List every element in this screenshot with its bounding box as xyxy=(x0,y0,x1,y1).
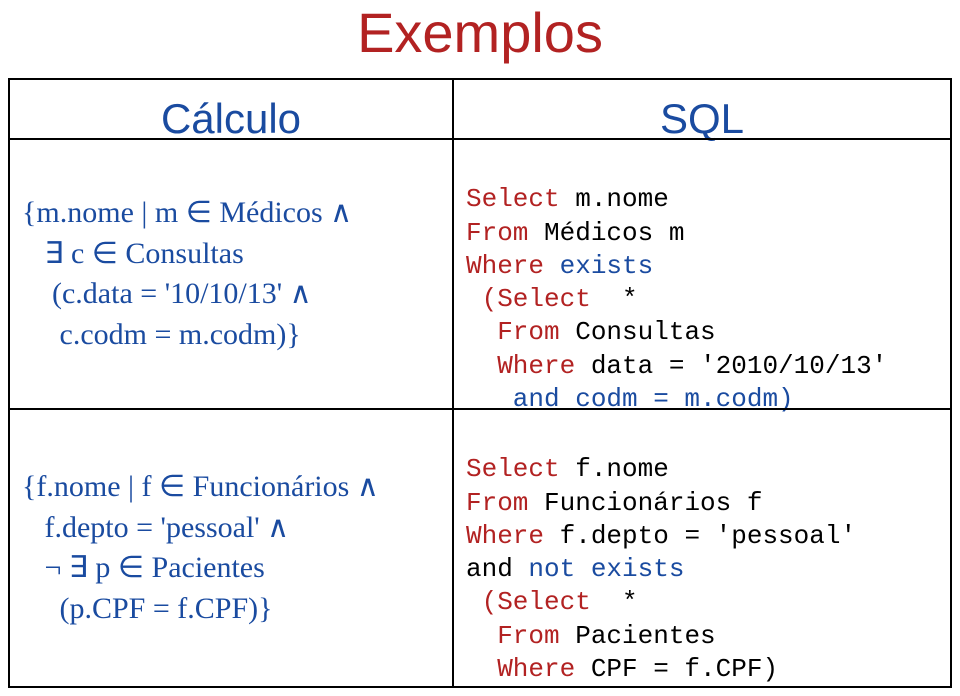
row1-calc-cell: {m.nome | m ∈ Médicos ∧ ∃ c ∈ Consultas … xyxy=(8,138,454,410)
row2-calc-text: {f.nome | f ∈ Funcionários ∧ f.depto = '… xyxy=(22,467,379,629)
row1-calc-text: {m.nome | m ∈ Médicos ∧ ∃ c ∈ Consultas … xyxy=(22,193,352,355)
row2-calc-cell: {f.nome | f ∈ Funcionários ∧ f.depto = '… xyxy=(8,408,454,688)
header-sql-text: SQL xyxy=(660,95,744,142)
header-sql: SQL xyxy=(452,78,952,140)
row1-sql-cell: Select m.nome From Médicos m Where exist… xyxy=(452,138,952,410)
row1-sql-text: Select m.nome From Médicos m Where exist… xyxy=(466,150,938,416)
row2-sql-text: Select f.nome From Funcionários f Where … xyxy=(466,420,938,686)
slide-title: Exemplos xyxy=(0,0,960,65)
header-calculo: Cálculo xyxy=(8,78,454,140)
header-calculo-text: Cálculo xyxy=(161,95,301,142)
row2-sql-cell: Select f.nome From Funcionários f Where … xyxy=(452,408,952,688)
